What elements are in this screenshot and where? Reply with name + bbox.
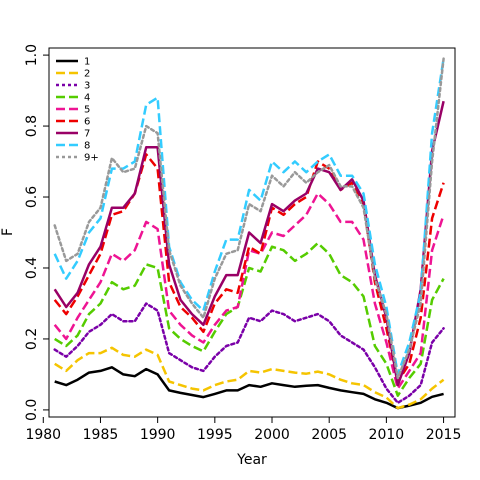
y-axis-label: F	[0, 228, 16, 236]
x-tick-label: 1980	[25, 427, 61, 443]
x-axis: 1980 1985 1990 1995 2000 2005 2010 2015	[25, 417, 461, 443]
legend-label: 5	[84, 105, 90, 116]
y-tick-label: 0.4	[24, 257, 40, 279]
legend-label: 4	[84, 93, 90, 104]
y-tick-label: 0.2	[24, 328, 40, 350]
series-line-2	[54, 346, 445, 410]
x-tick-label: 2000	[254, 427, 290, 443]
y-axis: 0.0 0.2 0.4 0.6 0.8 1.0	[24, 44, 49, 421]
legend-label: 8	[84, 141, 90, 152]
legend-label: 7	[84, 129, 90, 140]
series-line-8	[53, 58, 445, 376]
x-tick-label: 1995	[197, 427, 233, 443]
x-tick-label: 1985	[83, 427, 119, 443]
y-tick-label: 0.6	[24, 186, 40, 208]
legend-label: 3	[84, 81, 90, 92]
x-tick-label: 2005	[311, 427, 347, 443]
x-tick-label: 2010	[369, 427, 405, 443]
plot-frame	[48, 47, 456, 418]
series-line-4	[54, 241, 445, 397]
series-line-5	[53, 192, 445, 390]
y-tick-label: 0.8	[24, 115, 40, 137]
legend-label: 2	[84, 69, 90, 80]
x-axis-label: Year	[236, 452, 267, 468]
series-layer	[53, 57, 445, 410]
series-line-6	[53, 153, 445, 383]
legend-label: 1	[84, 57, 90, 68]
x-tick-label: 1990	[140, 427, 176, 443]
x-tick-label: 2015	[426, 427, 462, 443]
series-line-3	[53, 302, 445, 405]
legend-label: 6	[84, 117, 90, 128]
y-tick-label: 0.0	[24, 399, 40, 421]
legend-label: 9+	[84, 153, 99, 164]
series-line-1	[54, 366, 444, 410]
series-line-9plus	[53, 57, 445, 380]
y-tick-label: 1.0	[24, 44, 40, 66]
